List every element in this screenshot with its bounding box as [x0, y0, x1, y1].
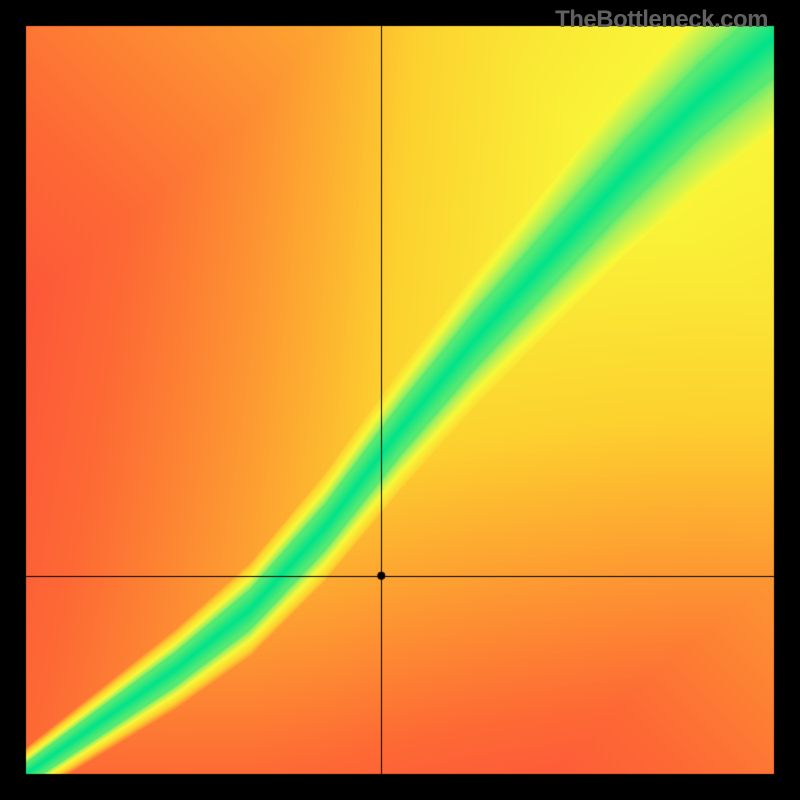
bottleneck-heatmap [0, 0, 800, 800]
watermark-text: TheBottleneck.com [555, 6, 768, 34]
chart-container: TheBottleneck.com [0, 0, 800, 800]
